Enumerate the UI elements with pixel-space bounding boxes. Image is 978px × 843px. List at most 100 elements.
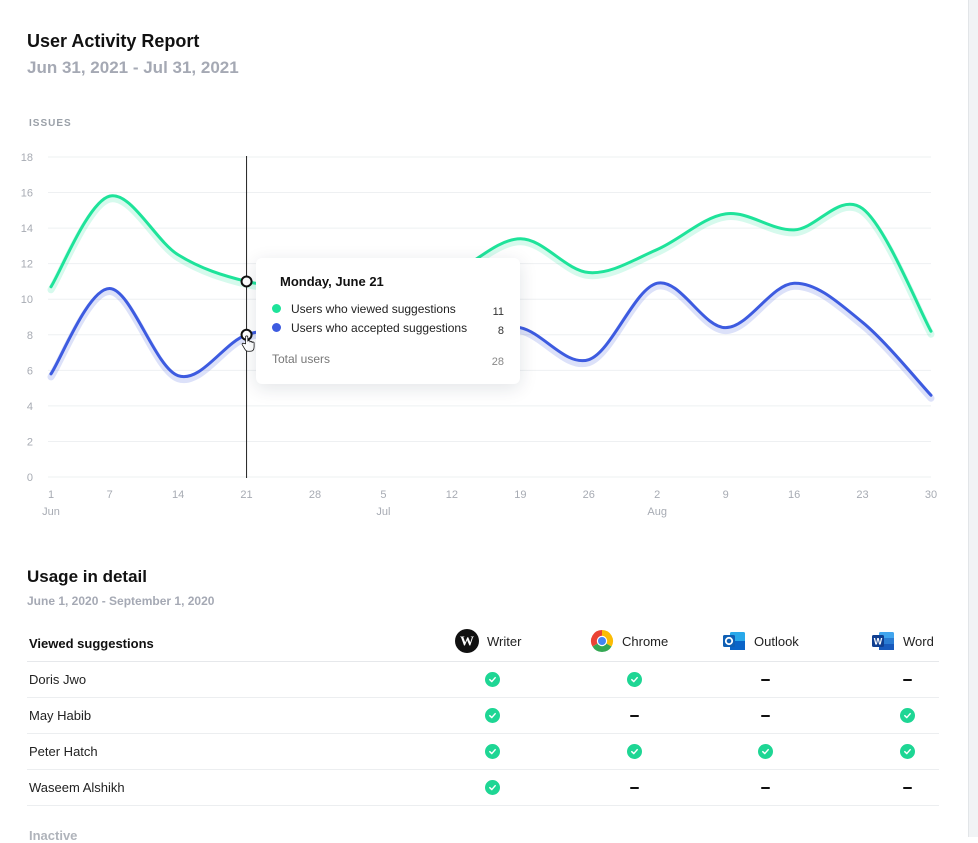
x-tick-label: 28 (309, 489, 321, 501)
app-header-writer[interactable]: W Writer (455, 628, 521, 654)
y-tick-label: 2 (27, 436, 33, 448)
table-row: Peter Hatch (27, 734, 939, 770)
svg-text:W: W (874, 637, 883, 647)
usage-cell (750, 734, 780, 769)
report-date-range: Jun 31, 2021 - Jul 31, 2021 (27, 58, 239, 77)
y-tick-label: 6 (27, 365, 33, 377)
x-tick-label: 16 (788, 489, 800, 501)
usage-cell (619, 734, 649, 769)
check-icon (626, 744, 642, 759)
usage-cell (892, 698, 922, 733)
user-name: Doris Jwo (29, 672, 87, 687)
app-header-outlook[interactable]: Outlook (722, 628, 799, 654)
table-row: Waseem Alshikh (27, 770, 939, 806)
usage-cell (750, 662, 780, 697)
x-tick-label: 2 (654, 489, 660, 501)
table-header: Viewed suggestions W Writer Chrome (27, 624, 939, 662)
check-icon (899, 708, 915, 723)
check-icon (899, 744, 915, 759)
tooltip-total-label: Total users (272, 352, 331, 366)
dash-icon (629, 786, 639, 789)
tooltip-date: Monday, June 21 (280, 274, 384, 289)
y-tick-label: 8 (27, 330, 33, 342)
app-header-chrome[interactable]: Chrome (590, 628, 668, 654)
x-tick-label: 5 (380, 489, 386, 501)
x-tick-label: 12 (446, 489, 458, 501)
svg-text:W: W (460, 635, 474, 650)
x-tick-label: 7 (107, 489, 113, 501)
tooltip-value-viewed: 11 (492, 306, 504, 318)
x-tick-label: 14 (172, 489, 184, 501)
dash-icon (902, 786, 912, 789)
tooltip-total-value: 28 (491, 356, 504, 368)
check-icon (484, 708, 500, 723)
usage-cell (750, 698, 780, 733)
check-icon (484, 744, 500, 759)
usage-cell (477, 698, 507, 733)
dash-icon (760, 786, 770, 789)
window-edge (968, 0, 978, 837)
dash-icon (629, 714, 639, 717)
table-header-label: Viewed suggestions (29, 636, 154, 651)
table-row: Doris Jwo (27, 662, 939, 698)
usage-cell (477, 734, 507, 769)
tooltip-value-accepted: 8 (497, 325, 504, 337)
usage-cell (892, 770, 922, 805)
report-title: User Activity Report (27, 31, 200, 51)
check-icon (757, 744, 773, 759)
app-name-chrome: Chrome (622, 633, 669, 649)
chrome-logo-icon (590, 629, 614, 653)
usage-table: Viewed suggestions W Writer Chrome (27, 624, 939, 806)
word-logo-icon: W (871, 629, 895, 653)
x-tick-label: 9 (723, 489, 729, 501)
usage-cell (892, 662, 922, 697)
x-month-label: Jun (42, 506, 60, 518)
check-icon (484, 780, 500, 795)
usage-cell (619, 698, 649, 733)
tooltip-label-viewed: Users who viewed suggestions (291, 302, 456, 316)
usage-date-range: June 1, 2020 - September 1, 2020 (27, 594, 215, 608)
y-tick-label: 14 (21, 223, 33, 235)
app-header-word[interactable]: W Word (871, 628, 934, 654)
user-name: May Habib (29, 708, 92, 723)
tooltip-label-accepted: Users who accepted suggestions (291, 321, 468, 335)
app-name-outlook: Outlook (754, 633, 799, 649)
outlook-logo-icon (722, 629, 746, 653)
table-row: May Habib (27, 698, 939, 734)
series-line-viewed (49, 194, 933, 333)
x-tick-label: 19 (514, 489, 526, 501)
y-tick-label: 16 (21, 188, 33, 200)
chart-tooltip: Monday, June 21 Users who viewed suggest… (256, 258, 520, 384)
y-tick-label: 18 (21, 152, 33, 164)
usage-cell (477, 770, 507, 805)
app-name-writer: Writer (487, 633, 522, 649)
dash-icon (902, 678, 912, 681)
hover-point-viewed (240, 275, 253, 288)
y-tick-label: 12 (21, 259, 33, 271)
y-axis-title: ISSUES (29, 118, 72, 129)
x-tick-label: 30 (925, 489, 937, 501)
x-tick-label: 26 (583, 489, 595, 501)
user-name: Peter Hatch (29, 744, 98, 759)
x-month-label: Aug (647, 506, 667, 518)
x-tick-label: 23 (856, 489, 868, 501)
x-month-label: Jul (376, 506, 390, 518)
dash-icon (760, 714, 770, 717)
usage-cell (750, 770, 780, 805)
dash-icon (760, 678, 770, 681)
app-name-word: Word (903, 633, 934, 649)
usage-cell (619, 662, 649, 697)
x-tick-label: 1 (48, 489, 54, 501)
y-tick-label: 0 (27, 472, 33, 484)
writer-logo-icon: W (455, 629, 479, 653)
table-body: Doris Jwo May Habib Peter Hatch Waseem Alsh… (27, 662, 939, 806)
tooltip-total: Total users 28 (272, 352, 504, 368)
usage-cell (892, 734, 922, 769)
inactive-section-label: Inactive (29, 828, 78, 843)
y-tick-label: 4 (27, 401, 33, 413)
user-name: Waseem Alshikh (29, 780, 125, 795)
usage-cell (619, 770, 649, 805)
legend-dot-viewed (272, 304, 281, 313)
x-tick-label: 21 (240, 489, 252, 501)
usage-cell (477, 662, 507, 697)
